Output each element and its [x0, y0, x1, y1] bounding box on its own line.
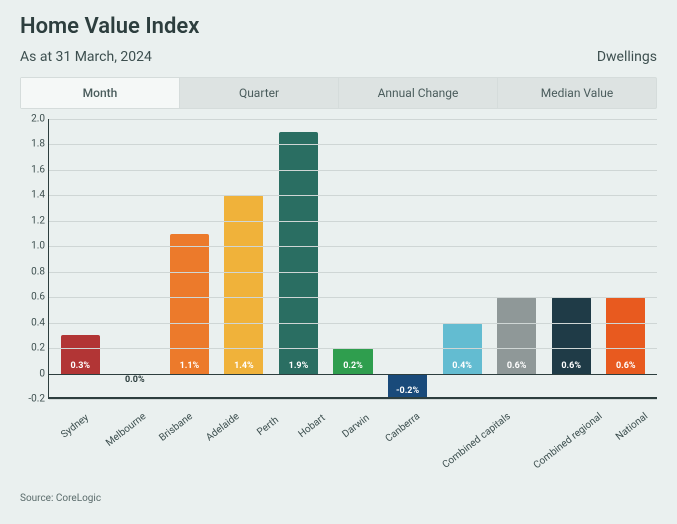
gridline — [49, 399, 657, 400]
y-tick-label: 0.8 — [21, 266, 45, 277]
bar-slot: 0.3% — [57, 119, 104, 399]
source-text: Source: CoreLogic — [20, 493, 657, 504]
bar-value-label: 0.6% — [606, 359, 645, 374]
x-tick-label: Sydney — [58, 411, 111, 465]
as-at-date: As at 31 March, 2024 — [20, 49, 152, 65]
gridline — [49, 272, 657, 273]
bar-value-label: 0.0% — [115, 373, 154, 388]
x-tick-label: Brisbane — [158, 411, 213, 467]
bar-slot: 1.9% — [275, 119, 322, 399]
bar-combined-capitals: 0.6% — [497, 297, 536, 373]
bar-slot: 0.6% — [602, 119, 649, 399]
unit-label: Dwellings — [597, 49, 657, 65]
bar-value-label: 1.1% — [170, 359, 209, 374]
bar-national: 0.6% — [606, 297, 645, 373]
y-tick-label: -0.2 — [21, 394, 45, 405]
bar-slot: 1.4% — [221, 119, 268, 399]
gridline — [49, 323, 657, 324]
bar-slot: 0.6% — [548, 119, 595, 399]
bar-adelaide: 1.4% — [224, 195, 263, 373]
gridline — [49, 374, 657, 375]
y-tick-label: 2.0 — [21, 114, 45, 125]
bar-value-label: 0.6% — [497, 359, 536, 374]
bar-slot: 0.6% — [493, 119, 540, 399]
bar-slot: 0.4% — [439, 119, 486, 399]
y-tick-label: 0 — [21, 368, 45, 379]
bar-darwin: -0.2% — [388, 374, 427, 399]
y-tick-label: 0.4 — [21, 317, 45, 328]
bar-slot: 1.1% — [166, 119, 213, 399]
gridline — [49, 119, 657, 120]
bar-value-label: 1.9% — [279, 359, 318, 374]
x-tick-label: Perth — [251, 411, 304, 465]
bar-slot: 0.0% — [112, 119, 159, 399]
y-tick-label: 1.8 — [21, 139, 45, 150]
x-tick-label: Hobart — [295, 411, 348, 465]
bar-value-label: 0.2% — [333, 359, 372, 374]
bar-perth: 1.9% — [279, 132, 318, 374]
tab-quarter[interactable]: Quarter — [180, 78, 339, 108]
bar-combined-regional: 0.6% — [552, 297, 591, 373]
x-tick-label: Melbourne — [104, 411, 166, 472]
bar-value-label: 0.4% — [443, 359, 482, 374]
bar-chart: 0.3% 0.0% 1.1% 1.4% 1.9% 0.2% -0.2% 0.4% 0.6% 0.6… — [48, 119, 657, 399]
y-tick-label: 0.6 — [21, 292, 45, 303]
tabs: MonthQuarterAnnual ChangeMedian Value — [20, 77, 657, 109]
tab-median-value[interactable]: Median Value — [498, 78, 656, 108]
bar-slot: -0.2% — [384, 119, 431, 399]
bar-value-label: 1.4% — [224, 359, 263, 374]
gridline — [49, 297, 657, 298]
gridline — [49, 170, 657, 171]
gridline — [49, 195, 657, 196]
bar-brisbane: 1.1% — [170, 234, 209, 374]
gridline — [49, 246, 657, 247]
x-tick-label: Darwin — [338, 411, 391, 465]
gridline — [49, 348, 657, 349]
page-title: Home Value Index — [20, 14, 657, 39]
chart-area: 0.3% 0.0% 1.1% 1.4% 1.9% 0.2% -0.2% 0.4% 0.6% 0.6… — [20, 119, 657, 445]
x-tick-label: Combined regional — [532, 411, 623, 494]
x-tick-label: Canberra — [383, 411, 439, 467]
tab-annual-change[interactable]: Annual Change — [339, 78, 498, 108]
gridline — [49, 221, 657, 222]
x-tick-label: Combined capitals — [441, 411, 531, 494]
y-tick-label: 1.6 — [21, 164, 45, 175]
bar-slot: 0.2% — [330, 119, 377, 399]
x-tick-label: National — [614, 411, 668, 466]
bar-value-label: 0.6% — [552, 359, 591, 374]
y-tick-label: 1.0 — [21, 241, 45, 252]
y-tick-label: 1.2 — [21, 215, 45, 226]
y-tick-label: 1.4 — [21, 190, 45, 201]
x-tick-label: Adelaide — [205, 411, 260, 466]
bar-hobart: 0.2% — [333, 348, 372, 373]
y-tick-label: 0.2 — [21, 343, 45, 354]
bar-value-label: 0.3% — [61, 359, 100, 374]
bar-sydney: 0.3% — [61, 335, 100, 373]
tab-month[interactable]: Month — [21, 78, 180, 108]
gridline — [49, 144, 657, 145]
